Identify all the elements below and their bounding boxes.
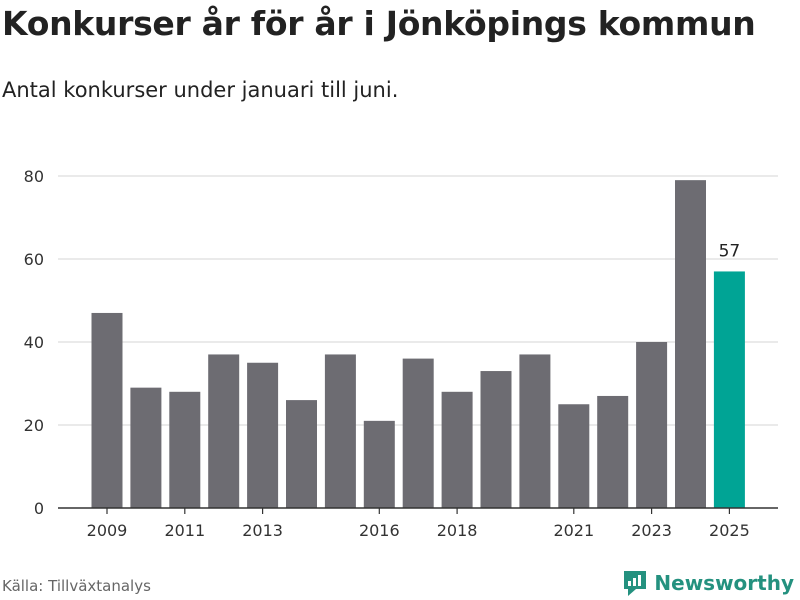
y-tick-label: 60 — [24, 250, 44, 269]
x-tick-label: 2009 — [87, 521, 128, 540]
source-note: Källa: Tillväxtanalys — [2, 577, 151, 595]
chart-title: Konkurser år för år i Jönköpings kommun — [2, 4, 756, 43]
bar-2012 — [208, 354, 240, 508]
bar-2018 — [441, 391, 473, 508]
newsworthy-logo-icon — [624, 571, 647, 596]
x-tick-label: 2018 — [437, 521, 478, 540]
bar-2009 — [91, 312, 123, 508]
bar-2025 — [713, 271, 745, 508]
x-tick-label: 2016 — [359, 521, 400, 540]
y-tick-label: 20 — [24, 416, 44, 435]
x-tick-label: 2023 — [631, 521, 672, 540]
y-tick-label: 0 — [34, 499, 44, 518]
bar-2019 — [480, 371, 512, 508]
bar-2010 — [130, 387, 162, 508]
y-tick-label: 80 — [24, 167, 44, 186]
bar-2017 — [402, 358, 434, 508]
x-tick-label: 2013 — [242, 521, 283, 540]
bar-2024 — [675, 180, 706, 508]
x-tick-label: 2011 — [164, 521, 205, 540]
brand-logo: Newsworthy — [622, 569, 794, 597]
bar-2016 — [363, 420, 395, 508]
bar-2011 — [169, 391, 201, 508]
bar-2021 — [558, 404, 590, 508]
bar-2014 — [286, 400, 317, 508]
bar-2013 — [247, 362, 279, 508]
data-label: 57 — [719, 241, 741, 261]
chart-subtitle: Antal konkurser under januari till juni. — [2, 78, 399, 102]
bar-2020 — [519, 354, 551, 508]
brand-name: Newsworthy — [654, 571, 794, 595]
y-tick-label: 40 — [24, 333, 44, 352]
x-tick-label: 2021 — [553, 521, 594, 540]
bar-chart: 0 20 40 60 80 57 2009 2011 2013 2016 2018 2021 2023 2… — [24, 167, 778, 540]
bar-2023 — [636, 342, 668, 508]
x-tick-label: 2025 — [709, 521, 750, 540]
bar-2022 — [597, 395, 629, 508]
bar-2015 — [324, 354, 356, 508]
